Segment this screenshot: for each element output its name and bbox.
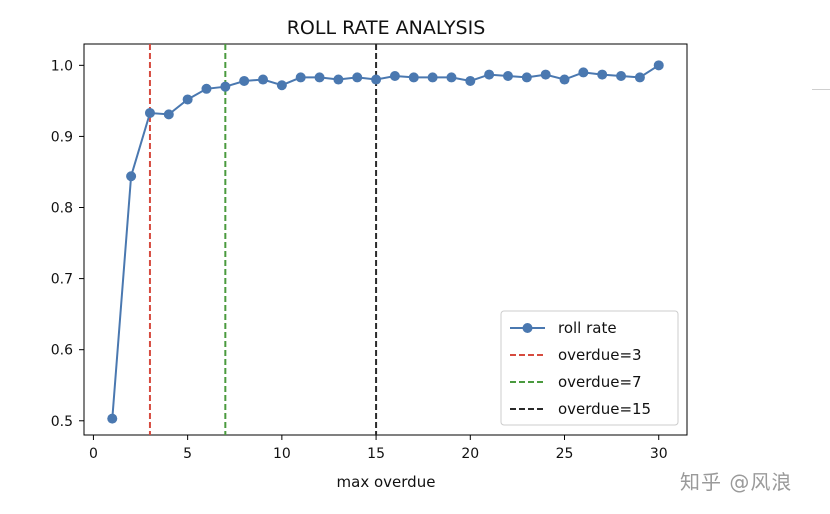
plot-area	[83, 43, 688, 436]
data-point	[201, 83, 212, 94]
data-point	[559, 74, 570, 85]
y-tick-label: 0.5	[51, 414, 73, 430]
data-point	[540, 69, 551, 80]
data-point	[314, 72, 325, 83]
data-point	[182, 94, 193, 105]
data-point	[653, 60, 664, 71]
y-tick-label: 0.6	[51, 343, 73, 359]
y-tick-label: 1.0	[51, 58, 73, 74]
legend-box	[500, 310, 679, 426]
data-point	[446, 72, 457, 83]
legend-label: overdue=7	[558, 373, 642, 391]
divider	[812, 89, 830, 90]
data-point	[295, 72, 306, 83]
y-tick-label: 0.9	[51, 129, 73, 145]
y-tick-label: 0.7	[51, 272, 73, 288]
data-point	[239, 75, 250, 86]
x-tick-label: 15	[367, 446, 385, 462]
x-axis: 0 5 10 15 20 25 30	[89, 435, 668, 462]
data-point	[276, 80, 287, 91]
legend-label: overdue=3	[558, 346, 642, 364]
data-point	[389, 70, 400, 81]
data-point	[427, 72, 438, 83]
y-axis: 0.5 0.6 0.7 0.8 0.9 1.0	[51, 58, 84, 430]
x-tick-label: 20	[461, 446, 479, 462]
x-tick-label: 10	[273, 446, 291, 462]
data-point	[333, 74, 344, 85]
data-point	[258, 74, 269, 85]
data-point	[465, 75, 476, 86]
data-point	[408, 72, 419, 83]
legend-label: roll rate	[558, 319, 617, 337]
x-tick-label: 0	[89, 446, 98, 462]
x-axis-label: max overdue	[337, 473, 436, 491]
data-point	[578, 67, 589, 78]
chart-title: ROLL RATE ANALYSIS	[287, 17, 486, 39]
data-point	[616, 70, 627, 81]
data-point	[597, 69, 608, 80]
y-tick-label: 0.8	[51, 201, 73, 217]
data-point	[484, 69, 495, 80]
data-point	[163, 109, 174, 120]
data-point	[502, 70, 513, 81]
legend-swatch-marker	[522, 323, 533, 333]
data-point	[352, 72, 363, 83]
x-tick-label: 5	[183, 446, 192, 462]
data-point	[144, 107, 155, 118]
data-point	[126, 171, 137, 182]
legend-label: overdue=15	[558, 400, 651, 418]
data-point	[107, 413, 118, 424]
data-point	[521, 72, 532, 83]
watermark: 知乎 @风浪	[680, 470, 793, 494]
data-point	[220, 81, 231, 92]
data-point	[371, 74, 382, 85]
series-group	[107, 60, 664, 424]
data-point	[634, 72, 645, 83]
x-tick-label: 30	[650, 446, 668, 462]
legend: roll rate overdue=3 overdue=7 overdue=15	[500, 310, 679, 426]
x-tick-label: 25	[556, 446, 574, 462]
